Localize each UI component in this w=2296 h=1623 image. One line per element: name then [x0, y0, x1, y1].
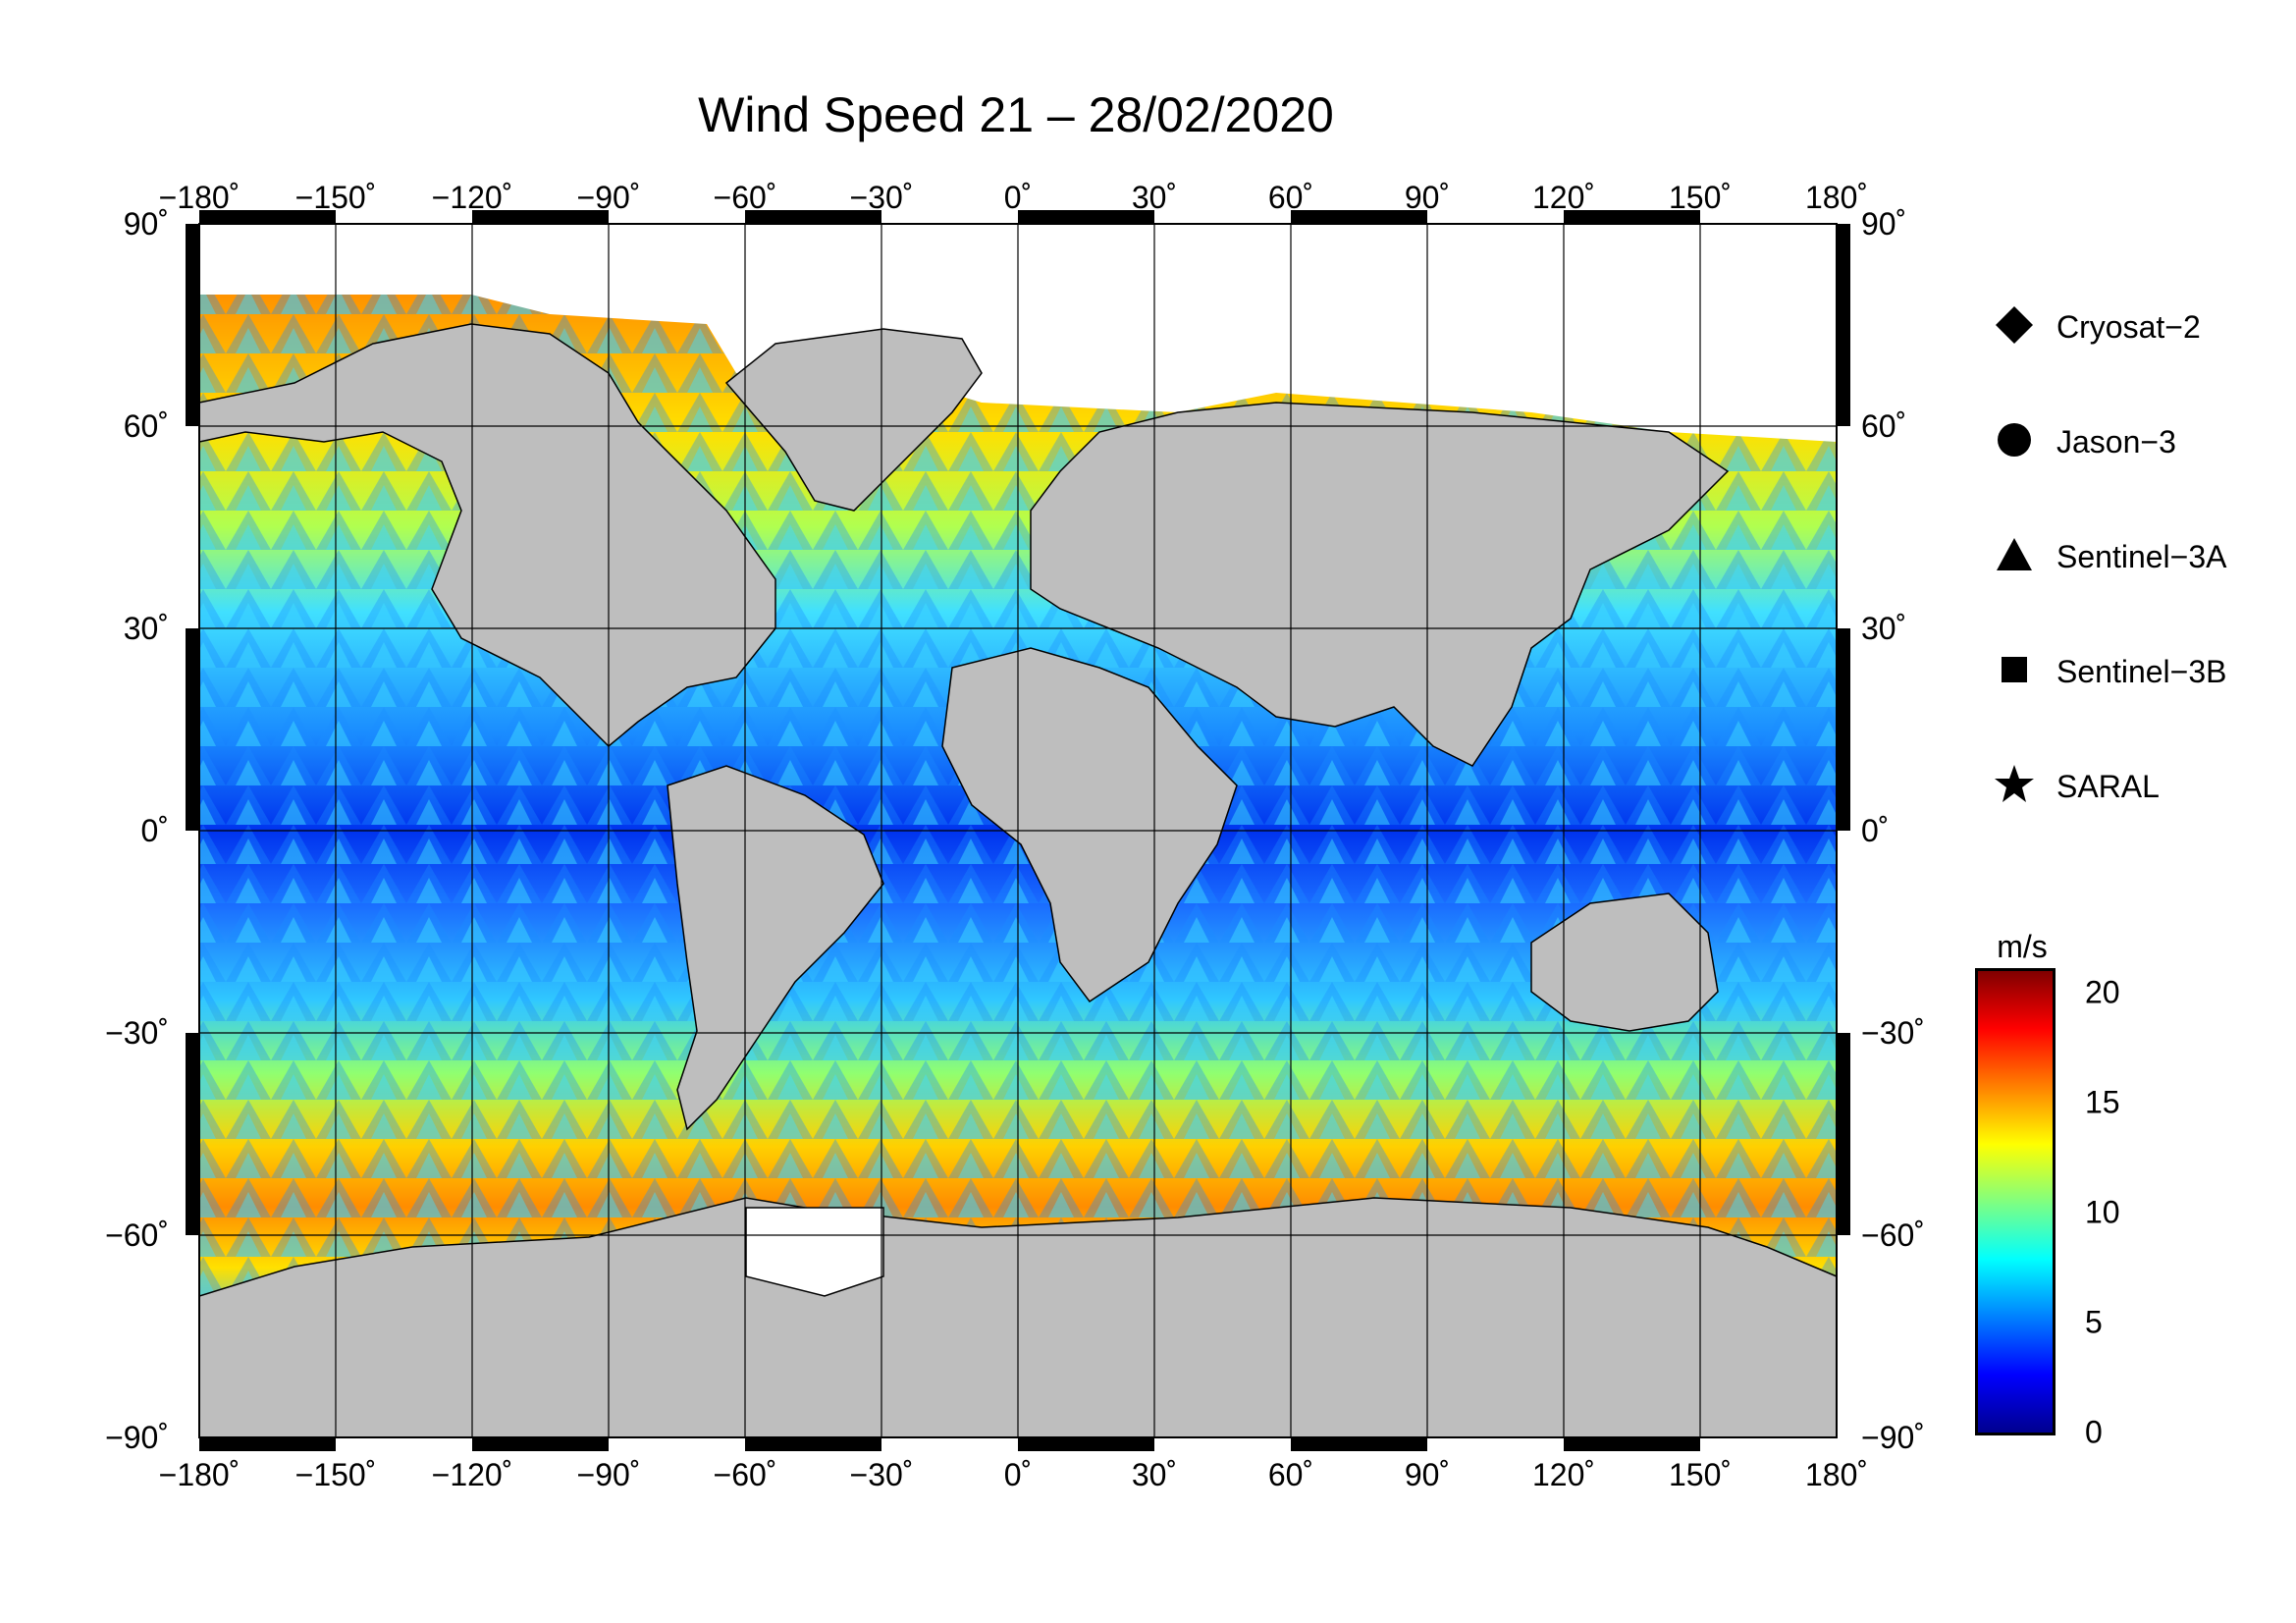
map-title: Wind Speed 21 – 28/02/2020 — [698, 87, 1334, 142]
map-frame — [198, 223, 1838, 1438]
colorbar-tick-label: 10 — [2085, 1194, 2120, 1230]
frame-bar — [1837, 628, 1850, 831]
longitude-tick-label: −150˚ — [294, 1457, 377, 1492]
longitude-tick-label: −30˚ — [849, 1457, 914, 1492]
colorbar-tick-label: 5 — [2085, 1304, 2103, 1340]
circle-icon — [1998, 423, 2031, 457]
latitude-tick-label: −30˚ — [105, 1015, 169, 1051]
latitude-tick-label: 90˚ — [123, 206, 169, 242]
frame-bar — [1564, 210, 1700, 224]
frame-bar — [1291, 210, 1427, 224]
square-icon — [2002, 657, 2027, 682]
latitude-tick-label: 0˚ — [1861, 813, 1890, 848]
greenland-land — [724, 328, 983, 512]
australia-land — [1530, 893, 1719, 1032]
latitude-tick-label: 90˚ — [1861, 206, 1907, 242]
graticule — [199, 224, 1837, 1437]
frame-bar — [745, 210, 881, 224]
frame-bar — [199, 210, 336, 224]
triangle-icon — [1997, 538, 2032, 570]
latitude-tick-label: −60˚ — [1861, 1217, 1925, 1253]
south-america-land — [667, 765, 884, 1131]
frame-bar — [472, 210, 609, 224]
longitude-tick-label: 180˚ — [1804, 1457, 1869, 1492]
latitude-tick-label: 30˚ — [123, 611, 169, 646]
legend-label: Sentinel−3A — [2056, 539, 2227, 574]
north-america-land — [199, 323, 776, 748]
longitude-tick-label: −180˚ — [158, 1457, 240, 1492]
frame-bar — [1564, 1437, 1700, 1451]
frame-bar — [199, 1437, 336, 1451]
longitude-tick-label: −60˚ — [713, 180, 777, 215]
wind-speed-colorbar — [1975, 968, 2056, 1435]
colorbar-unit: m/s — [1997, 929, 2048, 964]
longitude-tick-label: 0˚ — [1003, 180, 1033, 215]
frame-bar — [745, 1437, 881, 1451]
frame-bar — [186, 224, 199, 426]
longitude-tick-label: 90˚ — [1404, 1457, 1451, 1492]
frame-bar — [1837, 224, 1850, 426]
legend-label: Cryosat−2 — [2056, 309, 2201, 345]
frame-bar — [1837, 1033, 1850, 1235]
star-icon — [1995, 765, 2034, 802]
diamond-icon — [1996, 306, 2033, 344]
longitude-tick-label: 30˚ — [1131, 180, 1178, 215]
longitude-tick-label: 0˚ — [1003, 1457, 1033, 1492]
frame-bar — [186, 1033, 199, 1235]
longitude-tick-label: 180˚ — [1804, 180, 1869, 215]
longitude-tick-label: −150˚ — [294, 180, 377, 215]
latitude-tick-label: 60˚ — [1861, 408, 1907, 444]
frame-bar — [472, 1437, 609, 1451]
longitude-tick-label: −120˚ — [431, 180, 513, 215]
longitude-tick-label: −120˚ — [431, 1457, 513, 1492]
map-frame-ticks — [186, 210, 1850, 1451]
longitude-tick-label: 90˚ — [1404, 180, 1451, 215]
frame-bar — [1291, 1437, 1427, 1451]
longitude-tick-label: −90˚ — [576, 180, 641, 215]
longitude-tick-label: 60˚ — [1267, 180, 1314, 215]
longitude-tick-label: 30˚ — [1131, 1457, 1178, 1492]
colorbar-tick-label: 0 — [2085, 1414, 2103, 1450]
longitude-tick-label: 120˚ — [1531, 1457, 1596, 1492]
longitude-tick-label: 120˚ — [1531, 180, 1596, 215]
frame-bar — [1018, 1437, 1154, 1451]
longitude-tick-label: −30˚ — [849, 180, 914, 215]
longitude-tick-label: 60˚ — [1267, 1457, 1314, 1492]
longitude-tick-label: −180˚ — [158, 180, 240, 215]
legend-label: Sentinel−3B — [2056, 654, 2227, 689]
frame-bar — [186, 628, 199, 831]
longitude-tick-label: −90˚ — [576, 1457, 641, 1492]
longitude-tick-label: −60˚ — [713, 1457, 777, 1492]
longitude-tick-label: 150˚ — [1668, 1457, 1733, 1492]
latitude-tick-label: −30˚ — [1861, 1015, 1925, 1051]
frame-bar — [1018, 210, 1154, 224]
legend-label: SARAL — [2056, 769, 2160, 804]
colorbar-tick-label: 15 — [2085, 1084, 2120, 1120]
latitude-tick-label: 30˚ — [1861, 611, 1907, 646]
eurasia-land — [1030, 402, 1730, 767]
longitude-tick-label: 150˚ — [1668, 180, 1733, 215]
legend-label: Jason−3 — [2056, 424, 2176, 460]
latitude-tick-label: 0˚ — [140, 813, 169, 848]
latitude-tick-label: −90˚ — [105, 1420, 169, 1455]
latitude-tick-label: 60˚ — [123, 408, 169, 444]
africa-land — [941, 647, 1238, 1003]
latitude-tick-label: −60˚ — [105, 1217, 169, 1253]
antarctic-ice-shelf — [745, 1207, 884, 1297]
colorbar-tick-label: 20 — [2085, 974, 2120, 1010]
latitude-tick-label: −90˚ — [1861, 1420, 1925, 1455]
